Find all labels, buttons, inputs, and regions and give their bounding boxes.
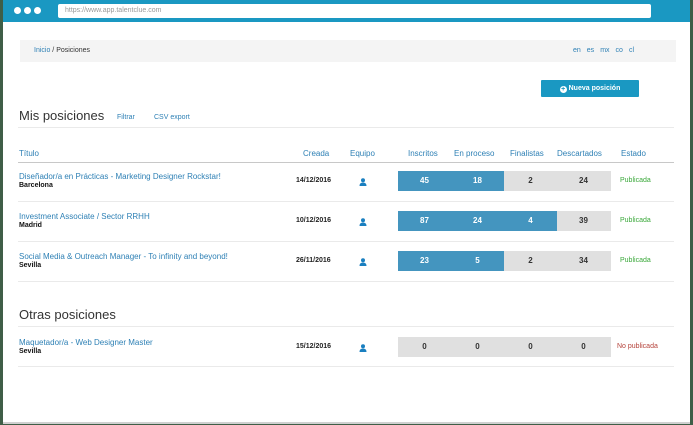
col-header-status[interactable]: Estado xyxy=(621,149,646,158)
job-title-link[interactable]: Diseñador/a en Prácticas - Marketing Des… xyxy=(19,172,221,181)
status-badge: Publicada xyxy=(620,177,651,184)
user-icon[interactable] xyxy=(359,218,367,226)
divider xyxy=(18,326,674,327)
browser-titlebar: https://www.app.talentclue.com xyxy=(3,0,690,22)
col-header-inscritos[interactable]: Inscritos xyxy=(408,149,438,158)
pipeline-bar: 23 5 2 34 xyxy=(398,251,611,271)
url-bar[interactable]: https://www.app.talentclue.com xyxy=(58,4,651,18)
job-city: Madrid xyxy=(19,222,42,229)
finalistas-count[interactable]: 2 xyxy=(528,176,533,185)
job-city: Barcelona xyxy=(19,182,53,189)
descartados-count[interactable]: 34 xyxy=(579,256,588,265)
finalistas-count[interactable]: 0 xyxy=(528,342,533,351)
lang-mx-link[interactable]: mx xyxy=(600,47,610,54)
pipeline-bar: 87 24 4 39 xyxy=(398,211,611,231)
status-badge: Publicada xyxy=(620,217,651,224)
descartados-count[interactable]: 39 xyxy=(579,216,588,225)
csv-export-link[interactable]: CSV export xyxy=(154,114,190,121)
col-header-created[interactable]: Creada xyxy=(303,149,330,158)
table-row[interactable]: Maquetador/a - Web Designer Master Sevil… xyxy=(3,327,690,367)
divider xyxy=(18,281,674,282)
divider xyxy=(18,366,674,367)
job-city: Sevilla xyxy=(19,262,42,269)
inscritos-count[interactable]: 87 xyxy=(420,216,429,225)
lang-co-link[interactable]: co xyxy=(615,47,623,54)
browser-window: https://www.app.talentclue.com Inicio / … xyxy=(3,0,690,424)
descartados-count[interactable]: 24 xyxy=(579,176,588,185)
status-badge: Publicada xyxy=(620,257,651,264)
pipeline-bar-fill xyxy=(398,251,504,271)
window-dot-icon[interactable] xyxy=(34,7,41,14)
job-created-date: 26/11/2016 xyxy=(296,257,331,264)
pipeline-bar-fill xyxy=(398,171,504,191)
window-dot-icon[interactable] xyxy=(24,7,31,14)
lang-en-link[interactable]: en xyxy=(572,47,581,54)
job-created-date: 10/12/2016 xyxy=(296,217,332,224)
breadcrumb: Inicio / Posiciones xyxy=(34,47,90,54)
language-switcher: en es mx co cl xyxy=(573,47,634,54)
finalistas-count[interactable]: 4 xyxy=(528,216,533,225)
pipeline-bar: 0 0 0 0 xyxy=(398,337,611,357)
col-header-team[interactable]: Equipo xyxy=(350,149,375,158)
other-positions-title: Otras posiciones xyxy=(19,307,116,322)
job-created-date: 15/12/2016 xyxy=(296,343,332,350)
lang-cl-link[interactable]: cl xyxy=(628,47,634,54)
window-dot-icon[interactable] xyxy=(14,7,21,14)
inscritos-count[interactable]: 23 xyxy=(420,256,429,265)
inscritos-count[interactable]: 0 xyxy=(422,342,427,351)
status-badge: No publicada xyxy=(617,343,658,350)
col-header-title[interactable]: Título xyxy=(19,149,40,158)
new-position-label: Nueva posición xyxy=(568,85,621,92)
table-row[interactable]: Social Media & Outreach Manager - To inf… xyxy=(3,241,690,281)
en-proceso-count[interactable]: 18 xyxy=(473,176,482,185)
descartados-count[interactable]: 0 xyxy=(581,342,586,351)
divider xyxy=(18,127,674,128)
pipeline-bar-fill xyxy=(398,211,557,231)
en-proceso-count[interactable]: 24 xyxy=(473,216,482,225)
table-row[interactable]: Investment Associate / Sector RRHH Madri… xyxy=(3,201,690,241)
pipeline-bar: 45 18 2 24 xyxy=(398,171,611,191)
job-created-date: 14/12/2016 xyxy=(296,177,332,184)
my-positions-title: Mis posiciones xyxy=(19,108,105,123)
window-controls xyxy=(14,7,41,14)
job-city: Sevilla xyxy=(19,348,42,355)
divider xyxy=(18,241,674,242)
user-icon[interactable] xyxy=(359,178,367,186)
inscritos-count[interactable]: 45 xyxy=(420,176,429,185)
col-header-finalistas[interactable]: Finalistas xyxy=(510,149,544,158)
en-proceso-count[interactable]: 0 xyxy=(475,342,480,351)
col-header-descartados[interactable]: Descartados xyxy=(557,149,602,158)
user-icon[interactable] xyxy=(359,344,367,352)
job-title-link[interactable]: Social Media & Outreach Manager - To inf… xyxy=(19,252,228,261)
divider xyxy=(18,201,674,202)
col-header-en-proceso[interactable]: En proceso xyxy=(454,149,495,158)
job-title-link[interactable]: Maquetador/a - Web Designer Master xyxy=(19,338,153,347)
header-divider xyxy=(18,162,674,163)
table-row[interactable]: Diseñador/a en Prácticas - Marketing Des… xyxy=(3,161,690,201)
breadcrumb-home-link[interactable]: Inicio xyxy=(34,47,51,54)
finalistas-count[interactable]: 2 xyxy=(528,256,533,265)
new-position-button[interactable]: + Nueva posición xyxy=(541,80,639,97)
breadcrumb-current: Posiciones xyxy=(56,47,91,54)
filter-link[interactable]: Filtrar xyxy=(117,114,135,121)
en-proceso-count[interactable]: 5 xyxy=(475,256,480,265)
user-icon[interactable] xyxy=(359,258,367,266)
breadcrumb-bar: Inicio / Posiciones en es mx co cl xyxy=(20,40,676,62)
breadcrumb-separator: / xyxy=(50,47,57,54)
job-title-link[interactable]: Investment Associate / Sector RRHH xyxy=(19,212,150,221)
lang-es-link[interactable]: es xyxy=(586,47,595,54)
plus-circle-icon: + xyxy=(559,86,567,93)
